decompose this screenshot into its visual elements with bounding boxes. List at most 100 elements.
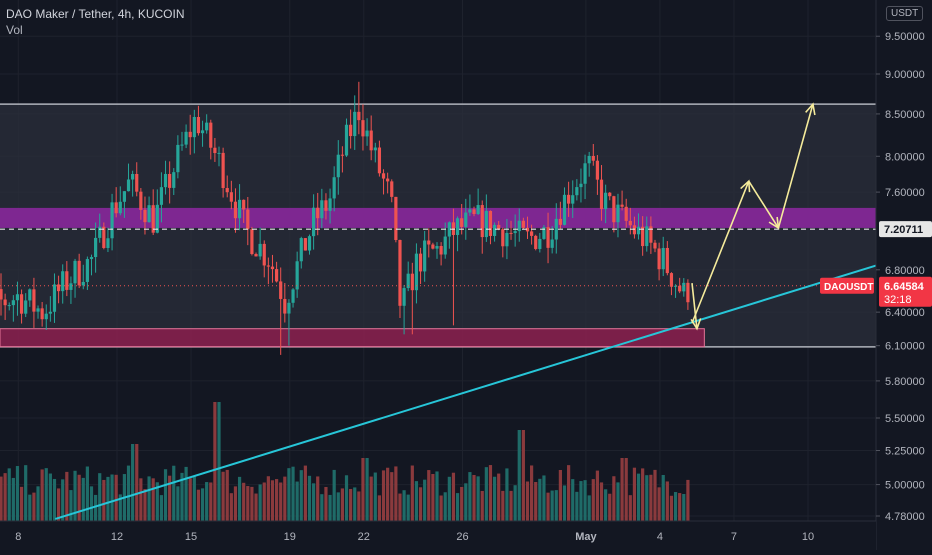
candles <box>0 81 690 355</box>
volume-bar <box>591 479 595 521</box>
candle <box>344 118 349 157</box>
volume-bar <box>48 473 52 521</box>
volume-bar <box>673 492 678 521</box>
candle-body <box>377 147 382 174</box>
candle-body <box>575 187 579 196</box>
candle <box>233 188 238 233</box>
candle <box>620 190 624 211</box>
time-tick-label: 7 <box>731 531 737 543</box>
volume-bar <box>221 471 225 521</box>
volume-bar <box>653 469 657 521</box>
candle <box>262 240 266 278</box>
candle <box>669 272 674 296</box>
volume-bar <box>147 476 151 521</box>
candle <box>94 222 98 273</box>
time-tick-label: 26 <box>456 531 468 543</box>
last-price-text: 6.64584 <box>884 281 925 293</box>
candle-body <box>353 111 357 137</box>
candle-body <box>661 247 665 270</box>
candle <box>246 196 250 246</box>
candle-body <box>221 152 225 189</box>
volume-bar <box>410 465 414 521</box>
volume-bars <box>0 402 690 521</box>
candle-body <box>176 144 180 173</box>
volume-bar <box>131 444 135 521</box>
volume-bar <box>587 495 591 521</box>
candle <box>632 216 637 239</box>
candle <box>65 261 69 297</box>
candle-body <box>217 152 221 154</box>
candle-body <box>480 205 484 238</box>
candle <box>673 284 678 298</box>
candle <box>159 172 164 223</box>
candle-body <box>418 253 423 272</box>
volume-bar <box>530 465 534 521</box>
price-axis[interactable]: 9.50000 9.00000 8.50000 8.00000 7.60000 6.800… <box>875 0 932 550</box>
candle-body <box>542 227 546 239</box>
candle-body <box>620 204 624 207</box>
volume-bar <box>303 465 307 521</box>
volume-bar <box>488 465 493 521</box>
volume-bar <box>513 485 517 521</box>
volume-bar <box>155 482 159 521</box>
candle-body <box>369 130 373 151</box>
candle <box>176 135 180 179</box>
candle <box>312 194 316 250</box>
candle-body <box>254 254 258 257</box>
volume-bar <box>36 486 40 521</box>
candle <box>513 214 517 247</box>
candle-body <box>135 173 139 192</box>
candle <box>15 281 20 316</box>
candle-body <box>427 240 431 245</box>
volume-bar <box>328 494 332 521</box>
candle-body <box>102 226 106 248</box>
volume-bar <box>246 486 250 521</box>
volume-bar <box>209 482 213 521</box>
price-tick-label: 5.25000 <box>885 445 925 457</box>
candle-body <box>159 187 164 205</box>
candle <box>274 261 279 283</box>
volume-bar <box>497 473 501 521</box>
time-axis[interactable]: 8 12 15 19 22 26 May 4 7 10 <box>0 520 876 550</box>
candle <box>476 188 480 216</box>
candle-body <box>303 238 307 251</box>
candle-body <box>505 232 509 247</box>
volume-bar <box>225 469 229 521</box>
volume-bar <box>242 482 246 521</box>
volume-bar <box>283 476 287 521</box>
volume-bar <box>451 472 456 521</box>
candle-body <box>591 155 595 161</box>
price-tick-label: 4.78000 <box>885 511 925 523</box>
candle-body <box>262 243 266 266</box>
candle-body <box>242 199 246 210</box>
volume-label[interactable]: Vol <box>6 23 23 37</box>
candle <box>579 168 583 203</box>
currency-badge[interactable]: USDT <box>886 6 924 21</box>
candle <box>151 189 155 235</box>
volume-bar <box>258 484 262 521</box>
candle-body <box>69 283 73 290</box>
candle-body <box>3 299 7 306</box>
volume-bar <box>443 492 447 521</box>
candle-body <box>649 226 653 243</box>
candle <box>135 162 139 197</box>
candle <box>472 206 476 217</box>
symbol-title[interactable]: DAO Maker / Tether, 4h, KUCOIN <box>6 7 185 21</box>
candle-body <box>89 257 94 260</box>
candle <box>254 252 258 257</box>
volume-bar <box>365 458 369 521</box>
volume-bar <box>373 472 377 521</box>
symbol-tag <box>820 277 874 294</box>
volume-bar <box>414 481 419 521</box>
volume-bar <box>44 468 48 521</box>
volume-bar <box>52 478 57 521</box>
candle-body <box>390 181 394 197</box>
candle <box>616 193 620 238</box>
volume-bar <box>139 478 143 521</box>
candle <box>455 216 460 252</box>
volume-bar <box>217 402 221 521</box>
candle <box>332 166 336 212</box>
time-axis-background <box>0 521 876 550</box>
